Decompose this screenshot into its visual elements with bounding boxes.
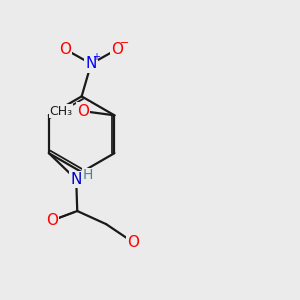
Text: N: N [70, 172, 82, 187]
Text: N: N [85, 56, 97, 71]
Text: O: O [77, 103, 89, 118]
Text: O: O [111, 42, 123, 57]
Text: O: O [128, 235, 140, 250]
Text: +: + [92, 52, 101, 62]
Text: O: O [59, 42, 71, 57]
Text: O: O [46, 213, 58, 228]
Text: H: H [82, 168, 93, 182]
Text: −: − [119, 38, 129, 48]
Text: CH₃: CH₃ [49, 105, 72, 118]
